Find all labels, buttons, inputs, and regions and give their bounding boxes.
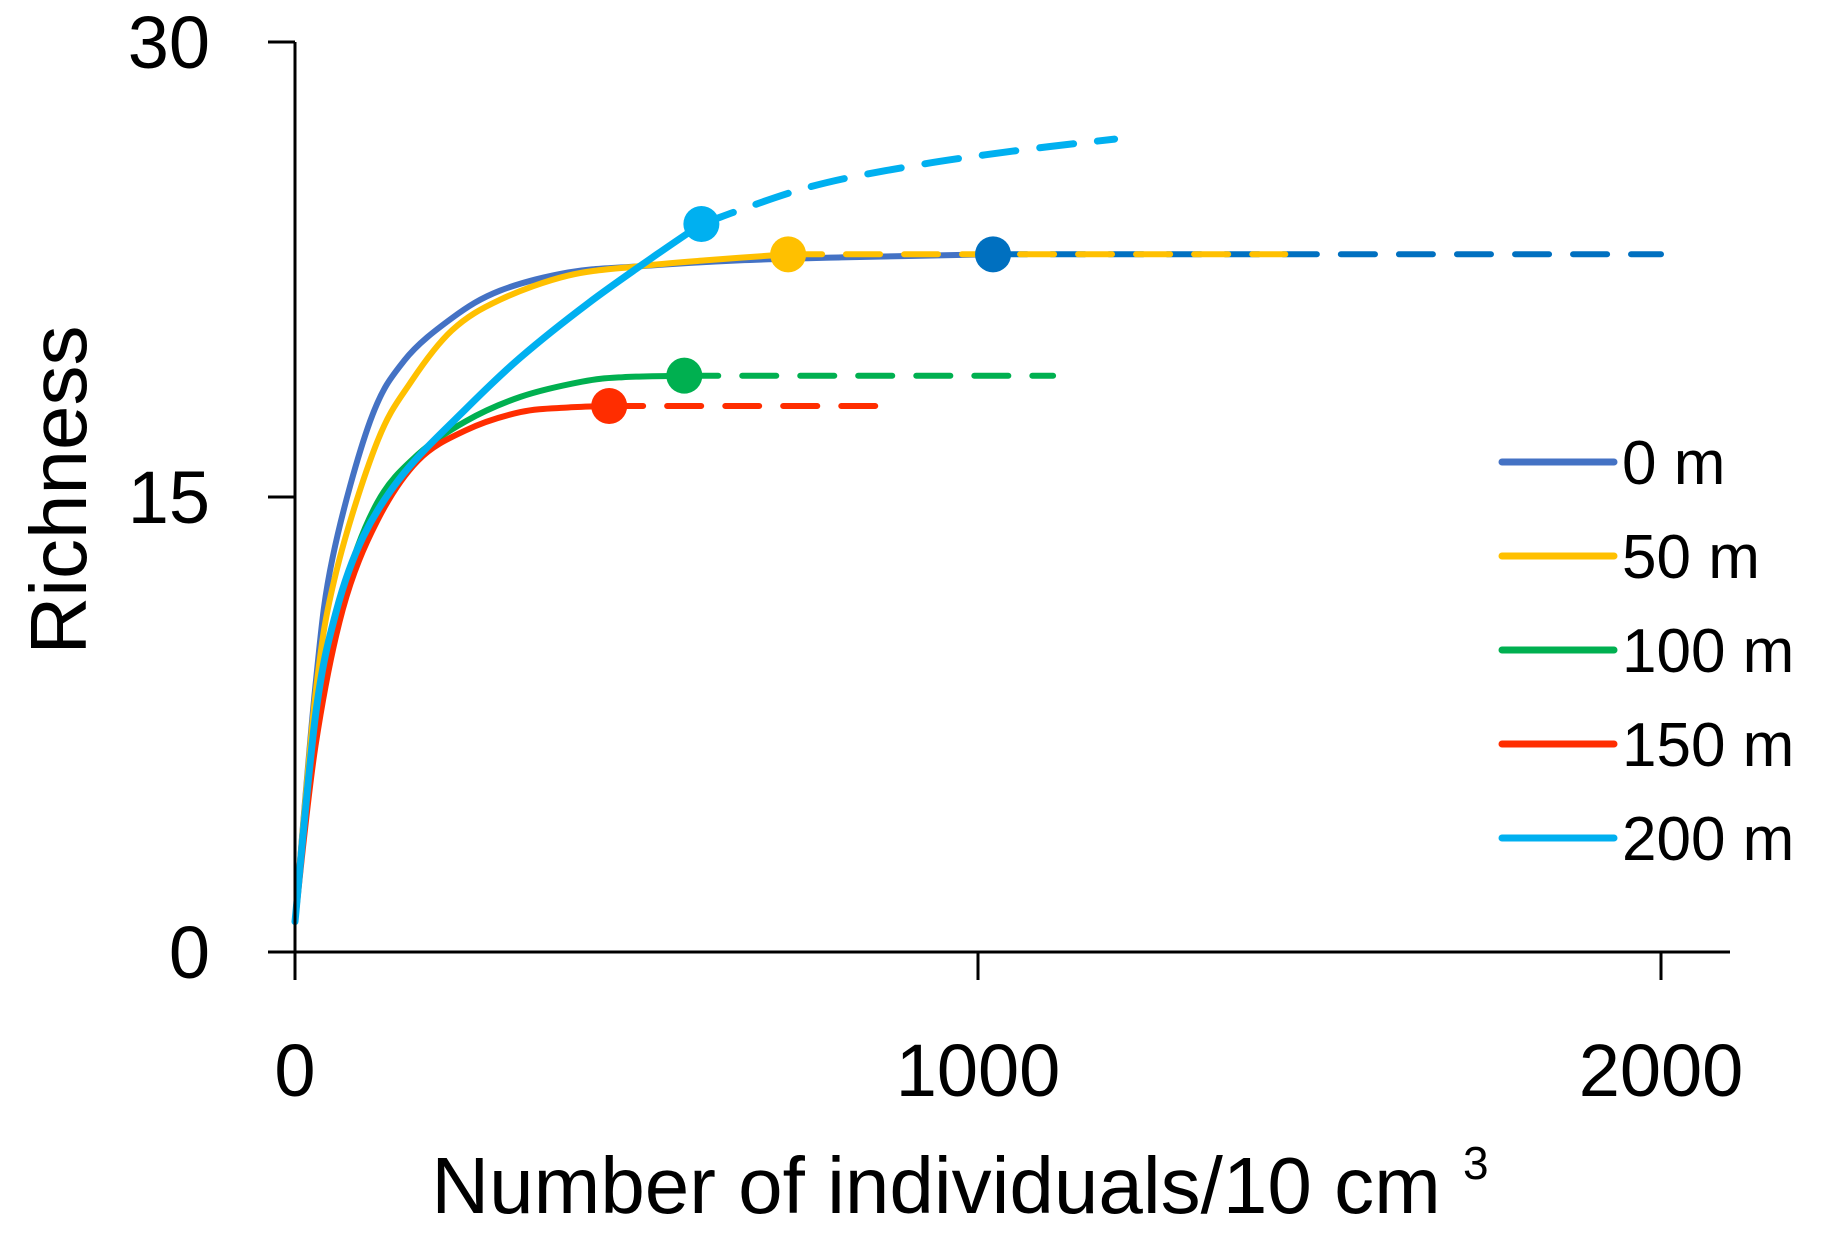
y-tick-label: 15 <box>128 456 210 539</box>
legend-item-100m: 100 m <box>1498 617 1794 686</box>
series-50m-observed-point <box>770 236 807 273</box>
legend-label: 50 m <box>1622 523 1760 592</box>
series-200m-extrapolated-line <box>697 135 1119 228</box>
series-0m-interpolated-line <box>292 251 996 925</box>
series-curves <box>291 135 1664 926</box>
y-axis-title: Richness <box>14 325 103 654</box>
x-tick-label: 0 <box>274 1029 315 1112</box>
legend-item-150m: 150 m <box>1498 711 1794 780</box>
axes <box>268 42 1730 954</box>
series-200m-observed-point <box>683 206 720 242</box>
legend-item-50m: 50 m <box>1498 523 1760 592</box>
legend: 0 m 50 m 100 m 150 m 200 m <box>1498 429 1794 874</box>
y-tick-label: 0 <box>169 911 210 994</box>
series-200m-interpolated-line <box>291 220 705 926</box>
x-tick-label: 2000 <box>1579 1029 1744 1112</box>
axis-ticks: 0 15 30 0 1000 2000 <box>128 1 1744 1112</box>
x-axis-title: Number of individuals/10 cm 3 <box>431 1137 1488 1230</box>
series-150m-interpolated-line <box>292 403 613 925</box>
x-tick-label: 1000 <box>896 1029 1061 1112</box>
series-0m-observed-point <box>975 236 1012 273</box>
series-50m-interpolated-line <box>292 251 792 925</box>
observed-points <box>591 206 1012 424</box>
series-150m-observed-point <box>591 388 628 424</box>
legend-label: 100 m <box>1622 617 1794 686</box>
y-tick-label: 30 <box>128 1 210 84</box>
x-axis-title-superscript: 3 <box>1463 1137 1489 1189</box>
legend-item-200m: 200 m <box>1498 805 1794 874</box>
legend-label: 200 m <box>1622 805 1794 874</box>
legend-item-0m: 0 m <box>1498 429 1725 498</box>
legend-label: 0 m <box>1622 429 1725 498</box>
series-100m-observed-point <box>666 357 703 394</box>
legend-label: 150 m <box>1622 711 1794 780</box>
x-axis-title-main: Number of individuals/10 cm <box>431 1141 1440 1230</box>
series-100m-interpolated-line <box>292 372 688 925</box>
